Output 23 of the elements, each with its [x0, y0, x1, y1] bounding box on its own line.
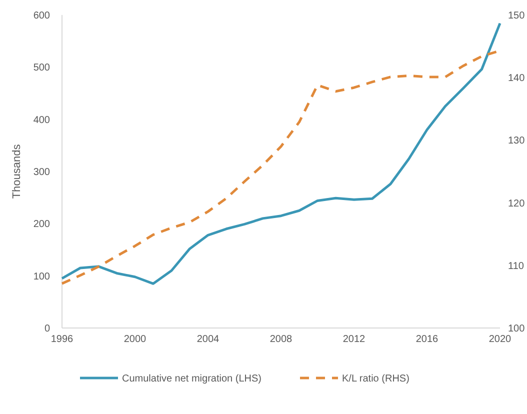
y-axis-title: Thousands	[11, 144, 23, 199]
x-tick-label: 2012	[342, 334, 366, 345]
x-tick-label: 1996	[50, 334, 74, 345]
y2-tick-label: 140	[508, 73, 526, 84]
x-tick-label: 2000	[124, 334, 147, 345]
y2-tick-label: 120	[508, 198, 526, 210]
y-tick-label: 400	[33, 114, 50, 126]
x-tick-label: 2004	[196, 334, 220, 345]
y-tick-label: 200	[33, 219, 50, 230]
x-tick-label: 2020	[488, 334, 512, 345]
y2-tick-label: 130	[508, 136, 526, 147]
legend-label: K/L ratio (RHS)	[342, 374, 410, 384]
y-tick-label: 600	[33, 10, 50, 22]
y-tick-label: 300	[33, 167, 50, 178]
y2-tick-label: 100	[508, 324, 526, 334]
x-tick-label: 2008	[270, 334, 293, 345]
x-tick-label: 2016	[416, 334, 439, 345]
y2-tick-label: 150	[508, 10, 526, 22]
legend-label: Cumulative net migration (LHS)	[122, 374, 262, 384]
y-tick-label: 0	[44, 324, 50, 334]
y-tick-label: 100	[33, 271, 50, 282]
y2-tick-label: 110	[508, 260, 524, 272]
y-tick-label: 500	[33, 62, 50, 74]
